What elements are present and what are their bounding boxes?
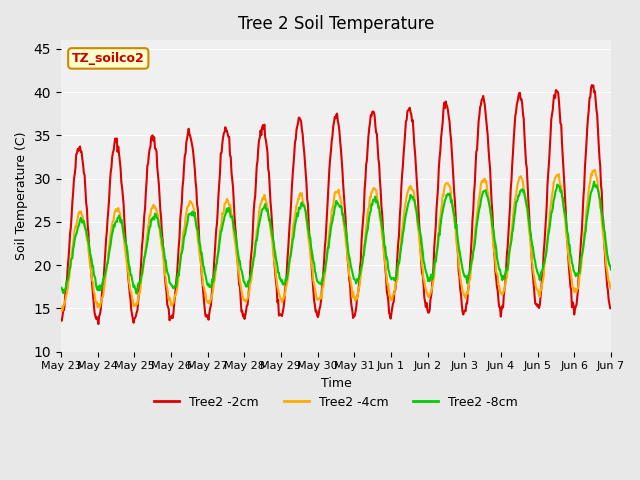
- Tree2 -8cm: [590, 179, 598, 184]
- Tree2 -4cm: [180, 228, 188, 234]
- Line: Tree2 -4cm: Tree2 -4cm: [61, 170, 611, 311]
- Tree2 -2cm: [404, 108, 412, 114]
- Tree2 -8cm: [124, 249, 131, 254]
- Tree2 -8cm: [404, 204, 412, 210]
- Tree2 -2cm: [180, 163, 188, 168]
- Tree2 -8cm: [132, 291, 140, 297]
- Tree2 -8cm: [607, 267, 615, 273]
- Tree2 -8cm: [67, 257, 75, 263]
- Line: Tree2 -8cm: Tree2 -8cm: [61, 181, 611, 294]
- Tree2 -8cm: [180, 234, 188, 240]
- Tree2 -4cm: [68, 252, 76, 258]
- Line: Tree2 -2cm: Tree2 -2cm: [61, 85, 611, 324]
- Tree2 -4cm: [591, 167, 598, 173]
- Tree2 -8cm: [57, 285, 65, 290]
- Tree2 -4cm: [404, 190, 412, 196]
- Tree2 -2cm: [209, 278, 217, 284]
- Tree2 -4cm: [607, 286, 615, 291]
- Tree2 -8cm: [420, 258, 428, 264]
- Tree2 -4cm: [57, 304, 65, 310]
- Tree2 -2cm: [124, 275, 132, 280]
- Title: Tree 2 Soil Temperature: Tree 2 Soil Temperature: [237, 15, 434, 33]
- Tree2 -2cm: [95, 321, 102, 327]
- Tree2 -2cm: [420, 281, 428, 287]
- X-axis label: Time: Time: [321, 377, 351, 390]
- Tree2 -2cm: [67, 225, 75, 230]
- Tree2 -4cm: [209, 286, 217, 292]
- Tree2 -4cm: [58, 308, 65, 314]
- Tree2 -2cm: [57, 317, 65, 323]
- Tree2 -8cm: [209, 279, 217, 285]
- Tree2 -4cm: [124, 269, 132, 275]
- Tree2 -2cm: [607, 306, 615, 312]
- Text: TZ_soilco2: TZ_soilco2: [72, 52, 145, 65]
- Legend: Tree2 -2cm, Tree2 -4cm, Tree2 -8cm: Tree2 -2cm, Tree2 -4cm, Tree2 -8cm: [149, 391, 523, 414]
- Tree2 -4cm: [420, 276, 428, 282]
- Y-axis label: Soil Temperature (C): Soil Temperature (C): [15, 132, 28, 260]
- Tree2 -2cm: [588, 82, 596, 88]
